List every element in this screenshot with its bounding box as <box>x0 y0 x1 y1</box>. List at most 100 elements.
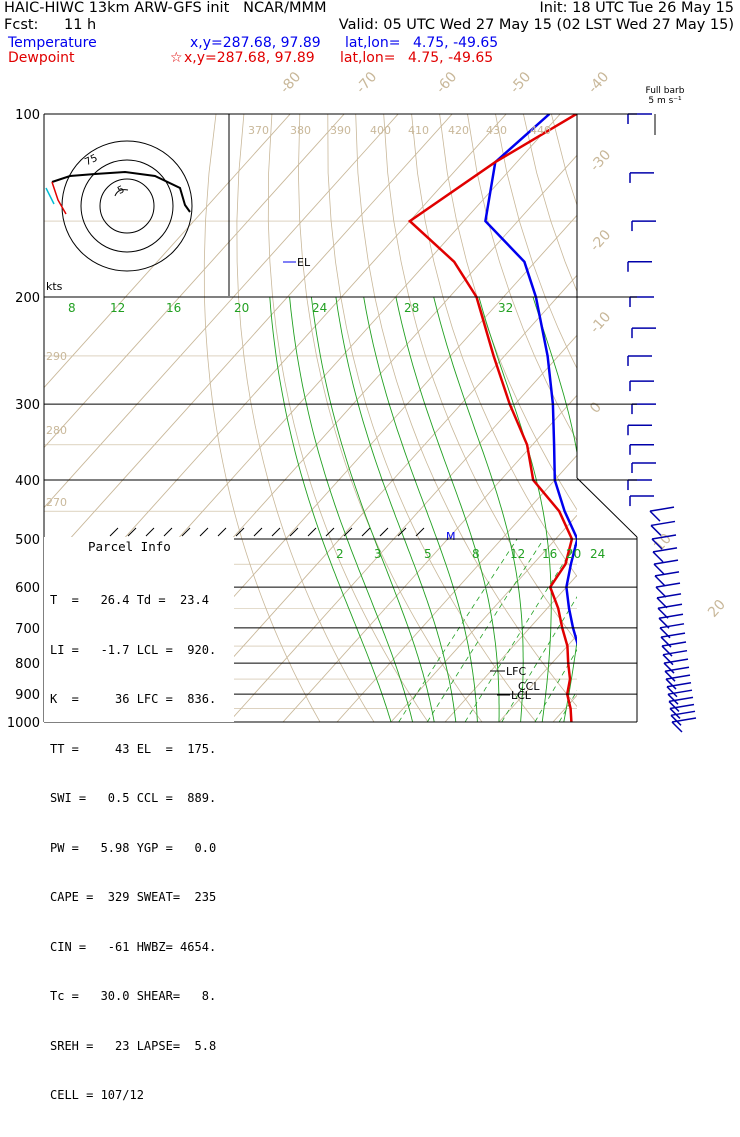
moist-adiabat-label: 16 <box>166 301 181 315</box>
pressure-tick-label: 200 <box>15 291 40 306</box>
ice-level-tick <box>200 528 208 536</box>
parcel-row: SWI = 0.5 CCL = 889. <box>50 790 216 807</box>
el-marker-label: EL <box>297 256 311 269</box>
dry-adiabat-line <box>579 114 740 722</box>
mixing-ratio-label: 16 <box>542 547 557 561</box>
pressure-tick-label: 700 <box>15 622 40 637</box>
isotherm-line <box>283 114 740 722</box>
isotherm-line <box>553 114 740 722</box>
moist-adiabat-label: 20 <box>234 301 249 315</box>
moist-adiabat-line <box>311 297 434 722</box>
moist-adiabat-line <box>270 297 391 722</box>
wind-barb <box>656 583 680 587</box>
ice-level-tick <box>326 528 334 536</box>
isotherm-label: -80 <box>277 69 304 97</box>
ice-level-tick <box>272 528 280 536</box>
mixing-ratio-label: 24 <box>590 547 605 561</box>
ice-level-tick <box>218 528 226 536</box>
moist-adiabat-label: 28 <box>404 301 419 315</box>
isotherm-label: -20 <box>587 227 614 255</box>
dry-adiabat-line <box>719 114 740 722</box>
wind-barb-flag <box>672 722 682 732</box>
pressure-tick-label: 800 <box>15 657 40 672</box>
parcel-info-rows: T = 26.4 Td = 23.4 LI = -1.7 LCL = 920. … <box>50 559 216 1137</box>
mixing-ratio-label: 12 <box>510 547 525 561</box>
pressure-tick-label: 100 <box>15 108 40 123</box>
wind-barb <box>655 572 679 576</box>
theta-label: 390 <box>330 124 351 137</box>
dry-adiabat-line <box>635 114 740 722</box>
lfc-marker-label: LFC <box>506 665 526 678</box>
parcel-row: PW = 5.98 YGP = 0.0 <box>50 840 216 857</box>
moist-adiabat-line <box>629 297 731 722</box>
pressure-tick-label: 900 <box>15 688 40 703</box>
dry-adiabat-line <box>663 114 740 722</box>
theta-label: 440 <box>530 124 551 137</box>
dry-adiabat-line <box>268 114 428 722</box>
ice-level-tick <box>416 528 424 536</box>
parcel-row: CAPE = 329 SWEAT= 235 <box>50 889 216 906</box>
mixing-ratio-label: 5 <box>424 547 432 561</box>
pressure-tick-label: 500 <box>15 533 40 548</box>
lcl-marker-label: LCL <box>511 689 532 702</box>
ice-level-tick <box>110 528 118 536</box>
isotherm-line <box>337 114 740 722</box>
mixing-ratio-label: 20 <box>566 547 581 561</box>
ice-level-tick <box>146 528 154 536</box>
parcel-row: T = 26.4 Td = 23.4 <box>50 592 216 609</box>
moist-adiabat-label: 32 <box>498 301 513 315</box>
isotherm-label: 0 <box>587 399 605 416</box>
parcel-row: K = 36 LFC = 836. <box>50 691 216 708</box>
pressure-tick-label: 300 <box>15 398 40 413</box>
isotherm-label: -10 <box>587 309 614 337</box>
wind-barbs <box>628 114 696 732</box>
mixing-ratio-label: 3 <box>374 547 382 561</box>
wind-barb <box>650 507 674 511</box>
dry-adiabat-line <box>551 114 740 722</box>
pressure-tick-label: 600 <box>15 581 40 596</box>
parcel-info-panel: Parcel Info T = 26.4 Td = 23.4 LI = -1.7… <box>44 537 234 722</box>
isotherm-line <box>391 114 740 722</box>
moist-adiabat-label: 12 <box>110 301 125 315</box>
isotherm-line <box>661 114 740 722</box>
parcel-row: TT = 43 EL = 175. <box>50 741 216 758</box>
parcel-row: CELL = 107/12 <box>50 1087 216 1104</box>
isotherm-label: -40 <box>585 69 612 97</box>
hodograph <box>46 141 192 271</box>
ice-level-tick <box>254 528 262 536</box>
theta-label: 380 <box>290 124 311 137</box>
ice-level-tick <box>308 528 316 536</box>
isotherm-line <box>175 114 722 722</box>
hodograph-ring <box>100 179 154 233</box>
moist-adiabat-label: 8 <box>68 301 76 315</box>
wind-barb <box>651 521 675 525</box>
dry-adiabat-line <box>468 114 740 722</box>
parcel-row: Tc = 30.0 SHEAR= 8. <box>50 988 216 1005</box>
ice-level-tick <box>380 528 388 536</box>
moist-adiabat-line <box>585 297 624 722</box>
isotherm-label: -30 <box>587 147 614 175</box>
mixing-ratio-label: 2 <box>336 547 344 561</box>
isotherm-line <box>607 114 740 722</box>
wind-barb-flag <box>651 525 661 535</box>
theta-label: 410 <box>408 124 429 137</box>
theta-label: 430 <box>486 124 507 137</box>
wind-barb <box>654 560 678 564</box>
wind-barb <box>659 614 683 618</box>
isotherm-label: -70 <box>353 69 380 97</box>
pressure-tick-label: 1000 <box>7 716 40 731</box>
dry-adiabat-line <box>298 114 482 722</box>
dry-adiabat-line <box>691 114 740 722</box>
melting-level-label: M <box>446 530 456 543</box>
parcel-info-title: Parcel Info <box>88 539 171 554</box>
mixing-ratio-label: 8 <box>472 547 480 561</box>
parcel-row: SREH = 23 LAPSE= 5.8 <box>50 1038 216 1055</box>
isotherm-label: -50 <box>507 69 534 97</box>
dry-adiabat-line <box>607 114 740 722</box>
wind-barb-flag <box>655 576 665 586</box>
isotherm-label: 20 <box>705 597 729 621</box>
wind-barb <box>660 624 684 628</box>
ice-level-tick <box>164 528 172 536</box>
isotherm-line <box>715 114 740 722</box>
moist-adiabat-line <box>434 297 524 722</box>
